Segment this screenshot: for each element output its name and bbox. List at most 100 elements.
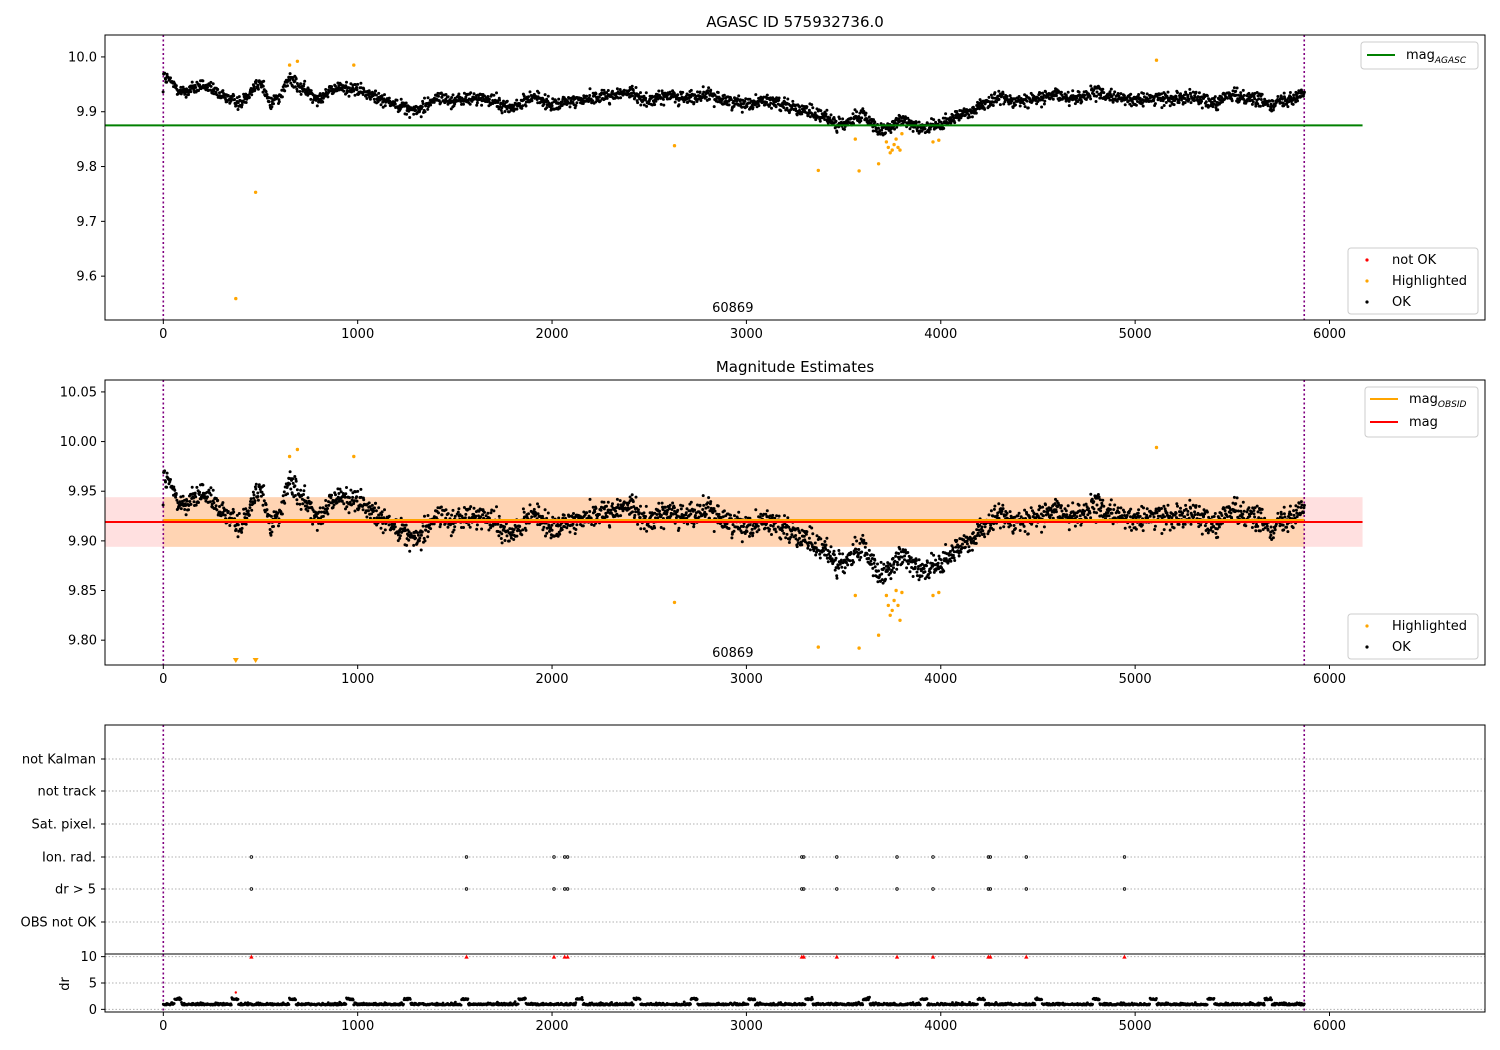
panel-2-ok-point <box>179 507 183 511</box>
panel-2-ok-point <box>779 537 783 541</box>
panel-2-ok-point <box>387 514 391 518</box>
panel-2-ok-point <box>832 549 836 553</box>
panel-1-ok-point <box>181 85 185 89</box>
panel-1-ok-point <box>744 97 748 101</box>
panel-1-ok-point <box>824 114 828 118</box>
panel-2-ok-point <box>843 571 846 575</box>
panel-1-ok-point <box>295 82 299 85</box>
panel-2-ok-point <box>1044 503 1047 507</box>
panel-1-ok-point <box>254 81 258 85</box>
panel-2-ok-point <box>1184 503 1188 507</box>
panel-2-ok-point <box>256 495 260 498</box>
panel-1-ok-point <box>387 96 391 100</box>
panel-2-ok-point <box>1065 513 1069 517</box>
panel-1-ok-point <box>244 101 248 104</box>
panel-1-ok-point <box>1189 101 1193 105</box>
panel-2-ok-point <box>1084 502 1088 506</box>
panel-1-ok-point <box>1213 95 1217 99</box>
panel-1-ok-point <box>889 131 893 134</box>
panel-1-highlighted-point <box>876 162 881 166</box>
panel-1-ok-point <box>1162 104 1166 107</box>
panel-2-ok-point <box>927 576 931 580</box>
panel-2-ok-point <box>573 532 577 536</box>
panel-2-ok-point <box>659 513 663 517</box>
panel-2-ok-point <box>475 527 479 531</box>
panel-2-ok-point <box>1017 511 1021 515</box>
panel-1-ok-point <box>320 94 323 98</box>
panel-1-ok-point <box>1296 99 1299 103</box>
panel-1-ok-point <box>311 101 315 104</box>
panel-1-ok-point <box>436 91 440 95</box>
panel-1-ok-point <box>265 93 269 96</box>
panel-2-ok-point <box>630 493 634 497</box>
panel-2-ok-point <box>879 560 883 564</box>
panel-2-ok-point <box>558 532 562 536</box>
panel-1-ok-point <box>605 96 609 100</box>
panel-1-ok-point <box>405 112 409 116</box>
panel-1-ok-point <box>1095 90 1099 94</box>
panel-1-ok-point <box>267 100 271 104</box>
panel-2-ok-point <box>765 509 769 513</box>
panel-2-ok-point <box>231 507 235 511</box>
panel-2-ok-point <box>857 548 861 551</box>
panel-2-ok-point <box>324 499 328 502</box>
panel-1-ok-point <box>283 89 287 93</box>
panel-2-ok-point <box>861 533 865 537</box>
panel-2-ok-point <box>995 514 999 518</box>
panel-1-ok-point <box>588 87 592 91</box>
panel-1-y-tick-label: 9.9 <box>76 105 97 120</box>
panel-2-ok-point <box>740 540 744 544</box>
panel-2-ok-point <box>188 500 192 503</box>
panel-1-ok-point <box>668 90 672 94</box>
panel-1-ok-point <box>606 89 610 92</box>
panel-2-ok-point <box>163 469 167 473</box>
panel-2-ok-point <box>293 475 297 478</box>
panel-2-ok-point <box>338 499 341 503</box>
panel-2-ok-point <box>1077 503 1081 507</box>
panel-1-ok-point <box>1234 89 1238 93</box>
panel-2-ok-point <box>602 500 606 504</box>
panel-2-ok-point <box>837 549 841 552</box>
panel-2-ok-point <box>252 493 256 497</box>
panel-2-ok-point <box>530 515 534 519</box>
panel-2-ok-point <box>839 558 843 562</box>
panel-1-ok-point <box>785 106 789 110</box>
panel-2-ok-point <box>818 552 822 556</box>
panel-1-ok-point <box>321 100 325 104</box>
panel-2-ok-point <box>957 554 961 558</box>
panel-2-ok-point <box>798 531 802 535</box>
panel-2-ok-point <box>644 515 648 518</box>
panel-2-ok-point <box>1087 507 1090 511</box>
panel-1-ok-point <box>426 105 430 109</box>
panel-1-ok-point <box>917 120 921 124</box>
panel-1-ok-point <box>1059 90 1063 94</box>
panel-2-ok-point <box>165 471 169 475</box>
panel-2-ok-point <box>936 561 940 565</box>
panel-2-ok-point <box>940 561 944 565</box>
panel-2-ok-point <box>355 495 359 499</box>
panel-1-ok-point <box>662 103 666 107</box>
panel-2-ok-point <box>616 503 620 507</box>
panel-2-ok-point <box>342 502 346 506</box>
panel-2-ok-point <box>619 514 623 518</box>
panel-2-ok-point <box>1181 525 1185 529</box>
panel-2-ok-point <box>269 514 273 518</box>
panel-2-ok-point <box>880 572 884 576</box>
panel-2-ok-point <box>897 552 901 555</box>
panel-1-ok-point <box>631 94 634 98</box>
panel-1-ok-point <box>295 89 299 93</box>
panel-2-ok-point <box>1122 510 1126 514</box>
panel-2-ok-point <box>689 512 693 516</box>
panel-2-ok-point <box>315 528 319 532</box>
panel-1-ok-point <box>602 88 606 92</box>
panel-1-ok-point <box>520 106 524 110</box>
panel-2-ok-point <box>807 536 811 540</box>
panel-2-ok-point <box>693 508 697 512</box>
panel-1-ok-point <box>699 99 703 102</box>
panel-2-ok-point <box>709 500 713 504</box>
panel-1-ok-point <box>1005 95 1009 98</box>
panel-1-ok-point <box>522 94 526 98</box>
panel-1-ok-point <box>286 84 289 88</box>
panel-2-ok-point <box>426 514 430 517</box>
panel-1-ok-point <box>457 92 461 96</box>
